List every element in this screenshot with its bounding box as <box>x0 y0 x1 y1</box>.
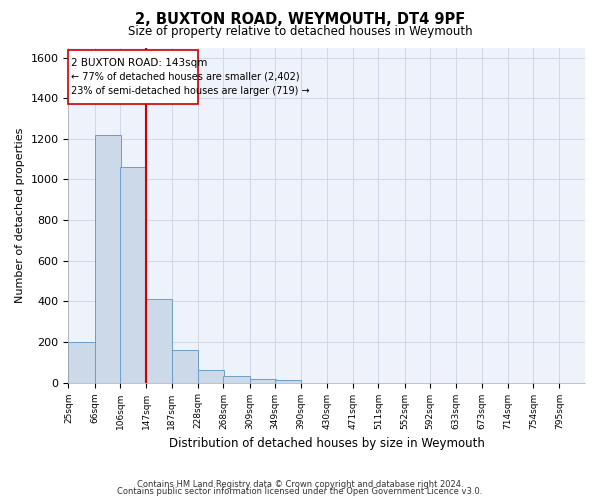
Bar <box>250 378 275 382</box>
Y-axis label: Number of detached properties: Number of detached properties <box>15 128 25 302</box>
Text: Size of property relative to detached houses in Weymouth: Size of property relative to detached ho… <box>128 25 472 38</box>
Bar <box>275 380 301 382</box>
Bar <box>95 135 121 382</box>
Bar <box>146 300 172 382</box>
Bar <box>120 168 146 382</box>
Text: 2, BUXTON ROAD, WEYMOUTH, DT4 9PF: 2, BUXTON ROAD, WEYMOUTH, DT4 9PF <box>135 12 465 28</box>
Bar <box>198 370 224 382</box>
Bar <box>172 350 198 382</box>
FancyBboxPatch shape <box>68 50 198 104</box>
X-axis label: Distribution of detached houses by size in Weymouth: Distribution of detached houses by size … <box>169 437 485 450</box>
Text: 23% of semi-detached houses are larger (719) →: 23% of semi-detached houses are larger (… <box>71 86 310 96</box>
Bar <box>223 376 250 382</box>
Text: Contains HM Land Registry data © Crown copyright and database right 2024.: Contains HM Land Registry data © Crown c… <box>137 480 463 489</box>
Text: ← 77% of detached houses are smaller (2,402): ← 77% of detached houses are smaller (2,… <box>71 72 299 82</box>
Text: 2 BUXTON ROAD: 143sqm: 2 BUXTON ROAD: 143sqm <box>71 58 208 68</box>
Bar <box>68 342 95 382</box>
Text: Contains public sector information licensed under the Open Government Licence v3: Contains public sector information licen… <box>118 487 482 496</box>
